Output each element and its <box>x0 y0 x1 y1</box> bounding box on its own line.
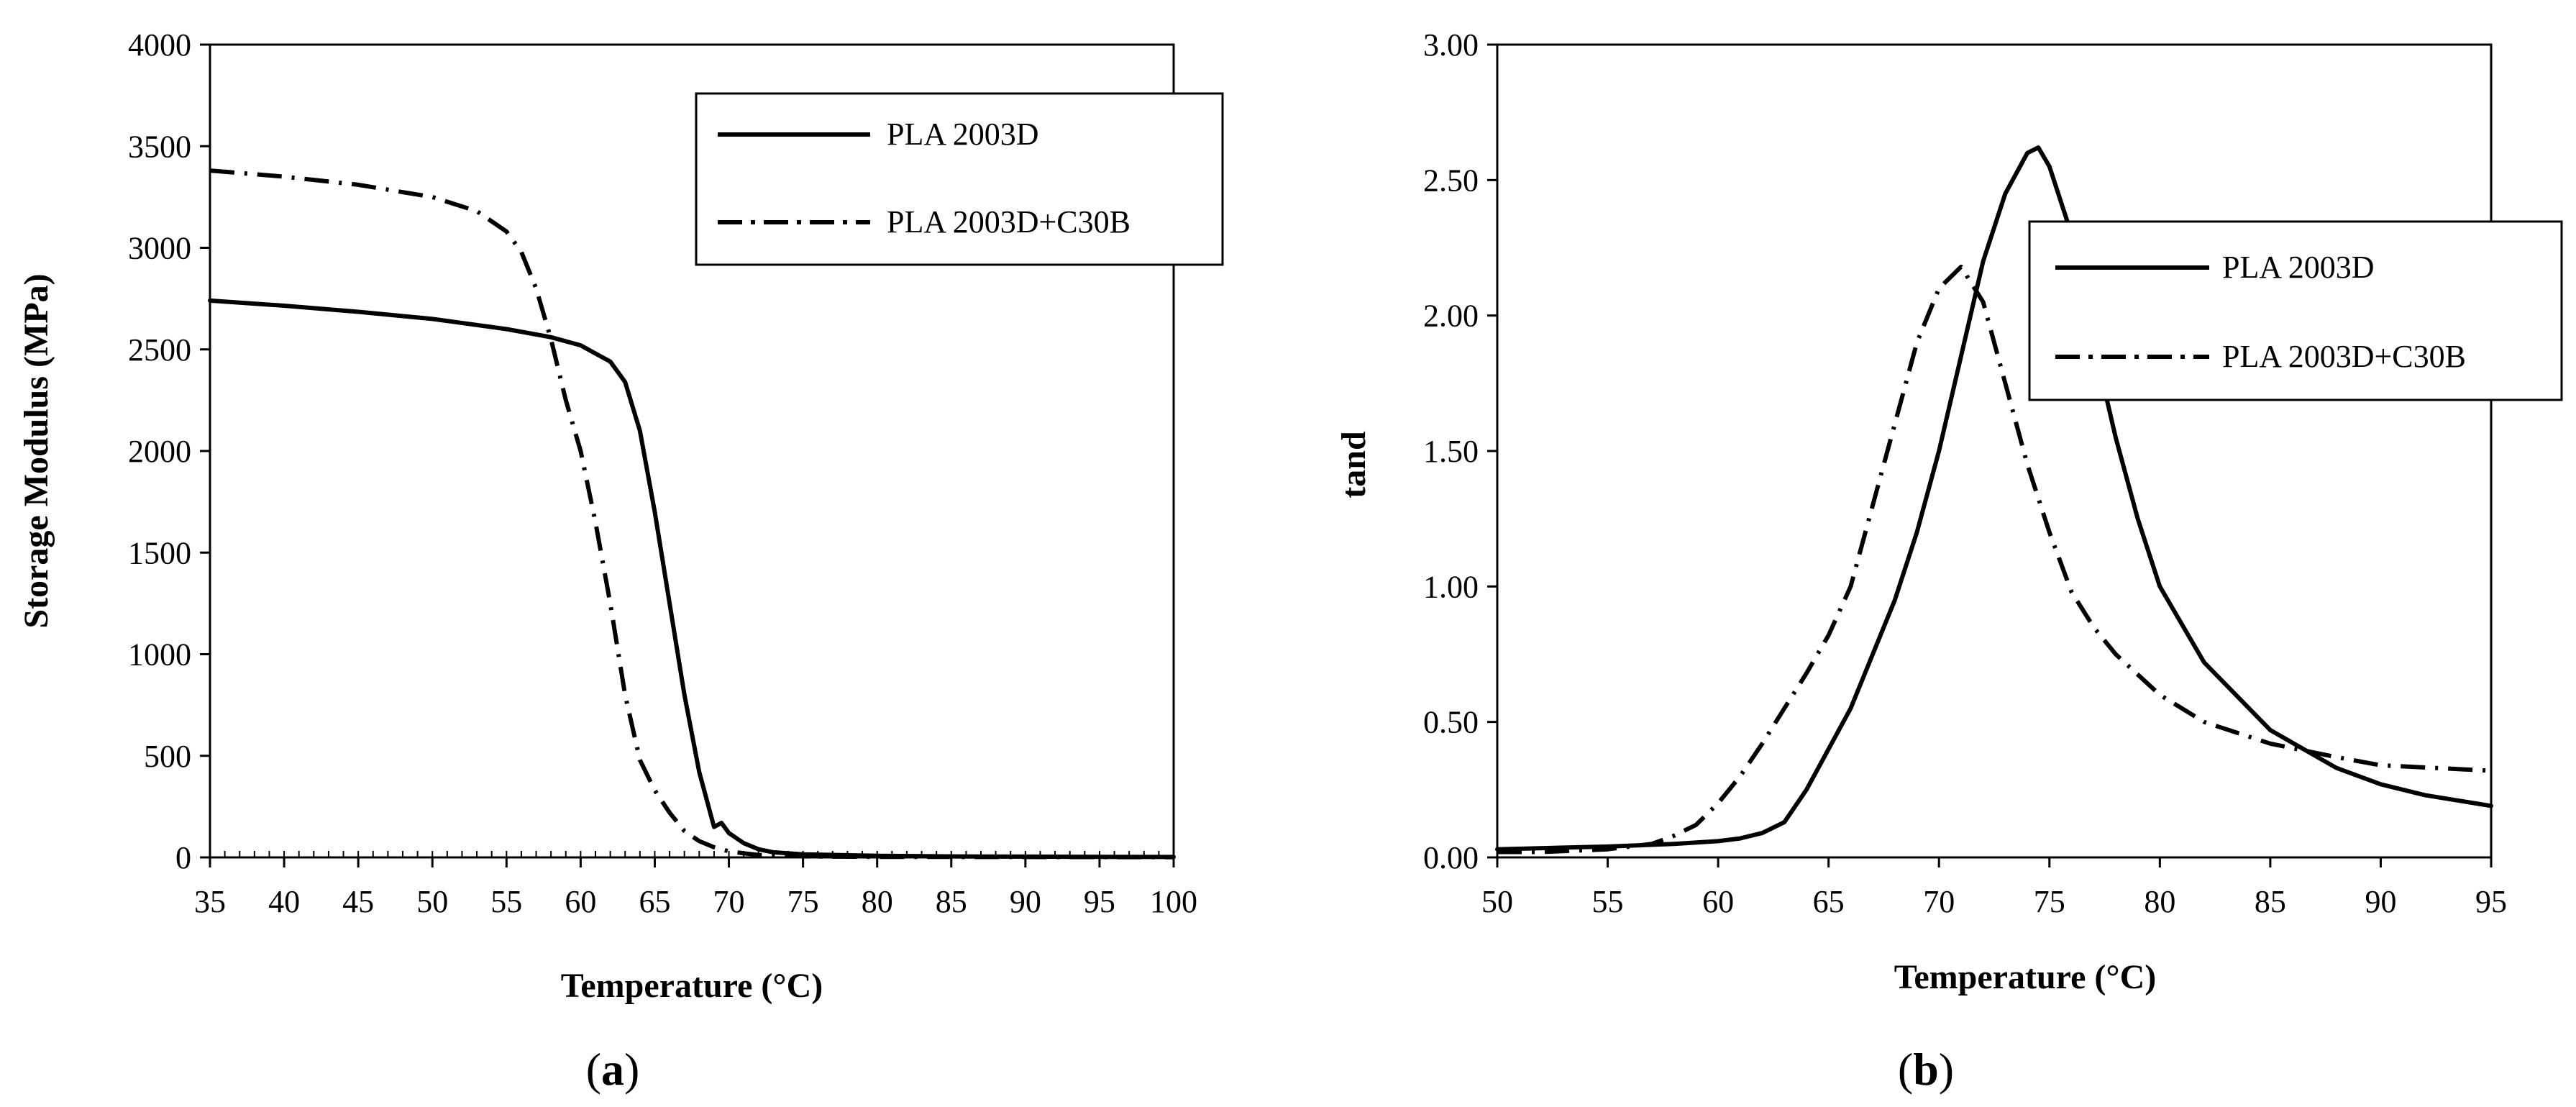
chart-a-ylabel: Storage Modulus (MPa) <box>17 273 55 628</box>
chart-b-legend: PLA 2003D PLA 2003D+C30B <box>2028 220 2563 401</box>
chart-a-y-tick-label: 2000 <box>128 434 191 469</box>
chart-b-y-tick-label: 0.00 <box>1423 840 1479 875</box>
chart-a-x-tick-label: 65 <box>639 884 670 919</box>
chart-b-plot-frame <box>1496 43 2493 859</box>
chart-a-x-tick-label: 80 <box>862 884 893 919</box>
chart-a-x-tick-label: 85 <box>936 884 967 919</box>
chart-a-legend-label-0: PLA 2003D <box>887 117 1038 152</box>
chart-b-x-tick-label: 75 <box>2034 884 2065 919</box>
chart-b-y-tick-label: 2.00 <box>1423 299 1479 334</box>
chart-b-y-tick-label: 0.50 <box>1423 705 1479 740</box>
chart-a-x-tick-label: 40 <box>268 884 300 919</box>
chart-b-y-tick-label: 3.00 <box>1423 27 1479 63</box>
chart-a-x-tick-label: 75 <box>787 884 819 919</box>
chart-a-y-tick-label: 2500 <box>128 332 191 368</box>
chart-b-legend-label-0: PLA 2003D <box>2222 250 2374 285</box>
chart-b-legend-box <box>2028 220 2563 401</box>
chart-a-x-tick-label: 100 <box>1150 884 1197 919</box>
chart-b-y-tick-label: 1.50 <box>1423 434 1479 469</box>
chart-b-xlabel: Temperature (°C) <box>1894 958 2156 996</box>
chart-a-x-tick-label: 35 <box>194 884 226 919</box>
chart-a-x-tick-label: 95 <box>1084 884 1115 919</box>
chart-b-series-1 <box>1497 264 2492 855</box>
chart-b-x-tick-label: 80 <box>2144 884 2175 919</box>
chart-a-y-tick-label: 1000 <box>128 637 191 673</box>
chart-a-legend-box <box>695 92 1224 266</box>
chart-a-legend-label-1: PLA 2003D+C30B <box>887 204 1131 240</box>
chart-a-x-tick-label: 70 <box>713 884 745 919</box>
chart-b-x-tick-label: 55 <box>1592 884 1624 919</box>
chart-b-series-0 <box>1495 145 2493 852</box>
chart-b-x-tick-label: 60 <box>1702 884 1734 919</box>
chart-b-x-tick-label: 65 <box>1813 884 1845 919</box>
chart-b-y-tick-label: 2.50 <box>1423 163 1479 198</box>
chart-a-y-tick-label: 3500 <box>128 129 191 164</box>
chart-a-plot-frame <box>209 43 1175 859</box>
chart-a-y-tick-label: 0 <box>175 840 191 875</box>
chart-b-x-tick-label: 50 <box>1481 884 1513 919</box>
chart-b-x-tick-label: 90 <box>2365 884 2396 919</box>
chart-a-x-tick-label: 60 <box>565 884 596 919</box>
chart-b-panel-label: (b) <box>1898 1044 1954 1095</box>
chart-a-y-tick-label: 3000 <box>128 231 191 266</box>
chart-b-x-tick-label: 85 <box>2255 884 2286 919</box>
chart-a-y-tick-label: 1500 <box>128 535 191 570</box>
chart-a-x-tick-label: 45 <box>342 884 374 919</box>
chart-a-series-0 <box>208 298 1176 860</box>
chart-b: 50 55 60 65 70 75 80 85 90 95 0.00 0.50 1.00 1.50 2.00… <box>1335 27 2563 1095</box>
chart-b-ylabel: tand <box>1335 431 1373 498</box>
chart-b-x-tick-label: 95 <box>2475 884 2507 919</box>
chart-a-x-tick-label: 55 <box>490 884 522 919</box>
chart-a-series-1 <box>209 168 1174 860</box>
chart-a-y-tick-label: 4000 <box>128 27 191 63</box>
chart-a: 35 40 45 50 55 60 65 70 75 80 85 90 95 10005001000150… <box>17 27 1224 1095</box>
chart-a-legend: PLA 2003D PLA 2003D+C30B <box>695 92 1224 266</box>
chart-a-panel-label: (a) <box>586 1044 640 1095</box>
chart-a-x-tick-label: 90 <box>1010 884 1041 919</box>
chart-a-xlabel: Temperature (°C) <box>561 967 823 1005</box>
chart-b-legend-label-1: PLA 2003D+C30B <box>2222 339 2466 374</box>
chart-a-y-tick-label: 500 <box>144 739 191 774</box>
chart-b-y-tick-label: 1.00 <box>1423 569 1479 604</box>
chart-b-x-tick-label: 70 <box>1923 884 1955 919</box>
chart-a-x-tick-label: 50 <box>416 884 448 919</box>
